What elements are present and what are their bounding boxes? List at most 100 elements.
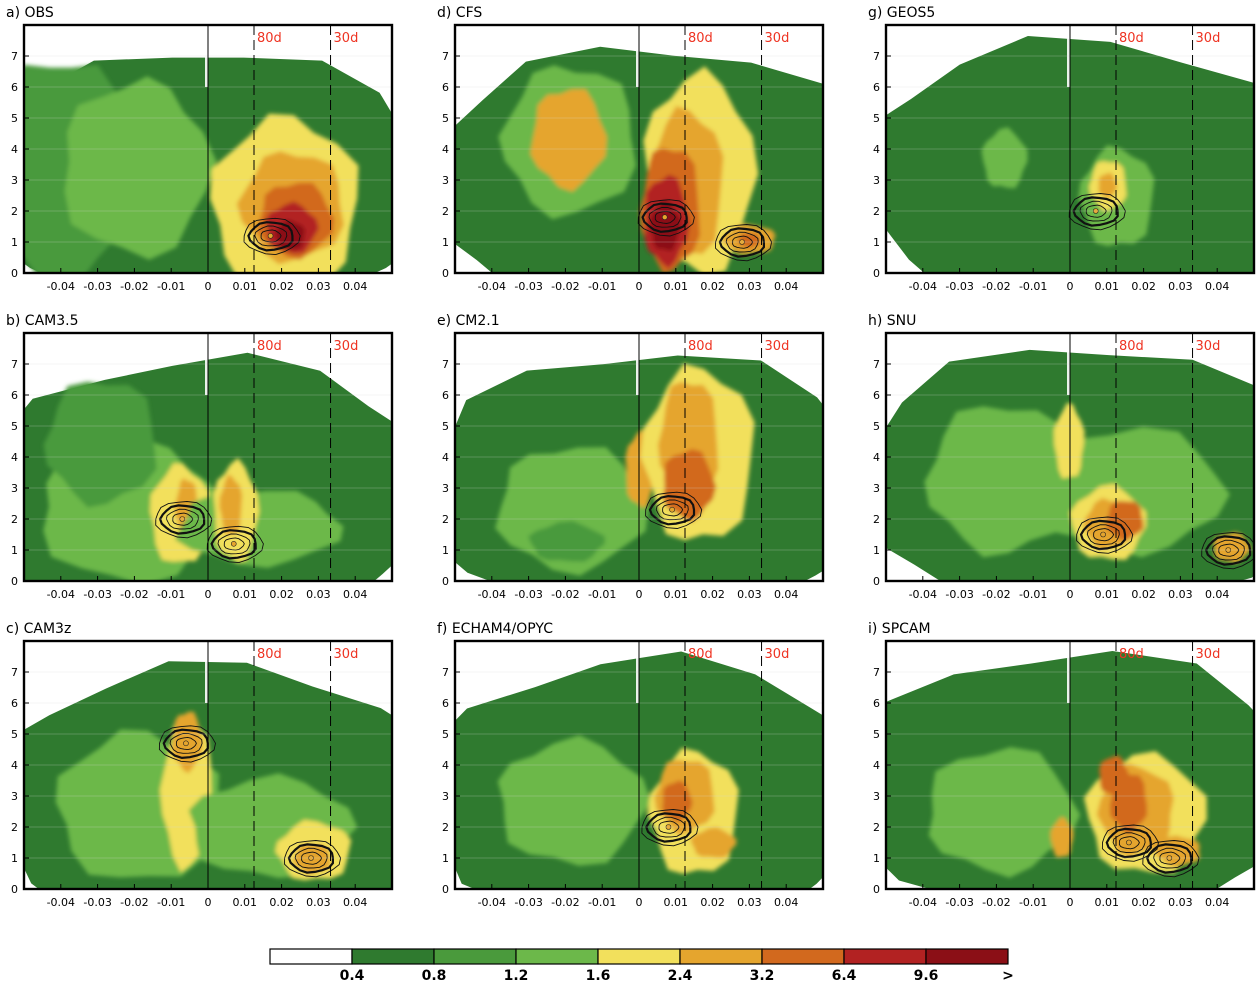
level-blob [924, 406, 1075, 558]
colorbar-label: 1.2 [504, 968, 529, 982]
x-tick-label: -0.04 [478, 280, 506, 293]
y-tick-label: 4 [442, 143, 449, 156]
contour-line [1118, 836, 1140, 850]
x-tick-label: 0.01 [664, 588, 689, 601]
x-tick-label: 0.02 [269, 588, 294, 601]
y-tick-label: 3 [11, 482, 18, 495]
x-tick-label: -0.03 [945, 280, 973, 293]
y-tick-label: 7 [873, 50, 880, 63]
peak-marker [669, 506, 675, 513]
x-tick-label: 0 [636, 588, 643, 601]
period-label: 30d [334, 647, 359, 662]
y-tick-label: 1 [11, 852, 18, 865]
level-blob [64, 76, 217, 260]
x-tick-label: 0.03 [737, 280, 762, 293]
y-tick-label: 2 [873, 513, 880, 526]
panel-label: h) SNU [868, 313, 916, 329]
y-tick-label: 7 [442, 50, 449, 63]
level-blob [1098, 172, 1118, 199]
level-blob [1099, 755, 1130, 797]
contour-line [254, 225, 288, 247]
colorbar-swatch [351, 948, 435, 965]
panel-label: e) CM2.1 [437, 313, 500, 329]
x-tick-label: 0.02 [1131, 588, 1156, 601]
x-tick-label: 0.02 [700, 896, 725, 909]
y-tick-label: 3 [442, 790, 449, 803]
y-tick-label: 4 [442, 759, 449, 772]
y-tick-label: 6 [873, 697, 880, 710]
y-tick-label: 5 [873, 112, 880, 125]
period-label: 80d [257, 339, 282, 354]
y-tick-label: 1 [11, 236, 18, 249]
colorbar-swatch [925, 948, 1009, 965]
x-tick-label: 0.03 [1168, 896, 1193, 909]
period-label: 30d [1196, 647, 1221, 662]
contour-line [1086, 524, 1120, 545]
y-tick-label: 2 [442, 513, 449, 526]
x-tick-label: -0.02 [551, 896, 579, 909]
y-tick-label: 0 [11, 267, 18, 280]
peak-marker [267, 233, 274, 239]
field-levels [43, 381, 344, 581]
field [455, 25, 823, 273]
x-tick-label: 0.04 [1205, 588, 1230, 601]
y-tick-label: 4 [11, 759, 18, 772]
x-tick-label: -0.01 [157, 896, 185, 909]
x-tick-label: 0.03 [306, 896, 331, 909]
level-blob [928, 747, 1081, 878]
x-tick-label: -0.01 [588, 588, 616, 601]
x-tick-label: 0.04 [343, 280, 368, 293]
panel-6: 80d 30d 0 1 2 3 4 5 6 7 -0.04 -0.03 -0.02 -0.01 0 0.01 0… [868, 5, 1256, 293]
period-label: 30d [334, 31, 359, 46]
y-tick-label: 0 [873, 575, 880, 588]
x-tick-label: 0.02 [1131, 280, 1156, 293]
x-tick-label: -0.01 [157, 588, 185, 601]
level-blob [274, 219, 306, 250]
panel-8: 80d 30d 0 1 2 3 4 5 6 7 -0.04 -0.03 -0.02 -0.01 0 0.01 0… [868, 621, 1256, 909]
y-tick-label: 3 [442, 482, 449, 495]
x-tick-label: 0.01 [1095, 588, 1120, 601]
peak-marker [183, 740, 189, 747]
y-tick-label: 0 [442, 267, 449, 280]
contour-line [247, 221, 294, 252]
x-tick-label: 0.01 [1095, 896, 1120, 909]
y-tick-label: 5 [11, 112, 18, 125]
contour-line [1112, 832, 1146, 853]
y-tick-label: 5 [442, 728, 449, 741]
x-tick-label: -0.01 [588, 896, 616, 909]
field-levels [928, 747, 1207, 878]
y-tick-label: 7 [442, 358, 449, 371]
panel-7: 80d 30d 0 1 2 3 4 5 6 7 -0.04 -0.03 -0.02 -0.01 0 0.01 0… [868, 313, 1256, 601]
x-tick-label: -0.01 [157, 280, 185, 293]
contour-line [654, 210, 676, 224]
level-blob [43, 381, 157, 508]
y-tick-label: 4 [442, 451, 449, 464]
x-tick-label: -0.03 [514, 588, 542, 601]
x-tick-label: -0.01 [1019, 896, 1047, 909]
field-levels [55, 711, 358, 881]
x-tick-label: 0 [205, 896, 212, 909]
contour-line [243, 217, 301, 256]
panel-5: 80d 30d 0 1 2 3 4 5 6 7 -0.04 -0.03 -0.02 -0.01 0 0.01 0… [437, 621, 825, 909]
x-tick-label: 0.02 [269, 896, 294, 909]
contour-line [175, 736, 197, 751]
y-tick-label: 2 [873, 821, 880, 834]
panel-4: 80d 30d 0 1 2 3 4 5 6 7 -0.04 -0.03 -0.02 -0.01 0 0.01 0… [437, 313, 825, 601]
x-tick-label: 0.01 [1095, 280, 1120, 293]
x-tick-label: 0 [205, 588, 212, 601]
x-tick-label: -0.03 [514, 896, 542, 909]
y-tick-label: 4 [873, 143, 880, 156]
y-tick-label: 7 [11, 666, 18, 679]
colorbar-swatch [843, 948, 927, 965]
panel-0: 80d 30d 0 1 2 3 4 5 6 7 -0.04 -0.03 -0.02 -0.01 0 0.01 0… [6, 5, 394, 293]
x-tick-label: 0.02 [1131, 896, 1156, 909]
y-tick-label: 5 [442, 420, 449, 433]
x-tick-label: 0 [1067, 896, 1074, 909]
y-tick-label: 7 [442, 666, 449, 679]
x-tick-label: -0.03 [945, 588, 973, 601]
colorbar-label: 0.4 [340, 968, 365, 982]
y-tick-label: 7 [11, 358, 18, 371]
x-tick-label: -0.04 [47, 896, 75, 909]
y-tick-label: 3 [11, 174, 18, 187]
